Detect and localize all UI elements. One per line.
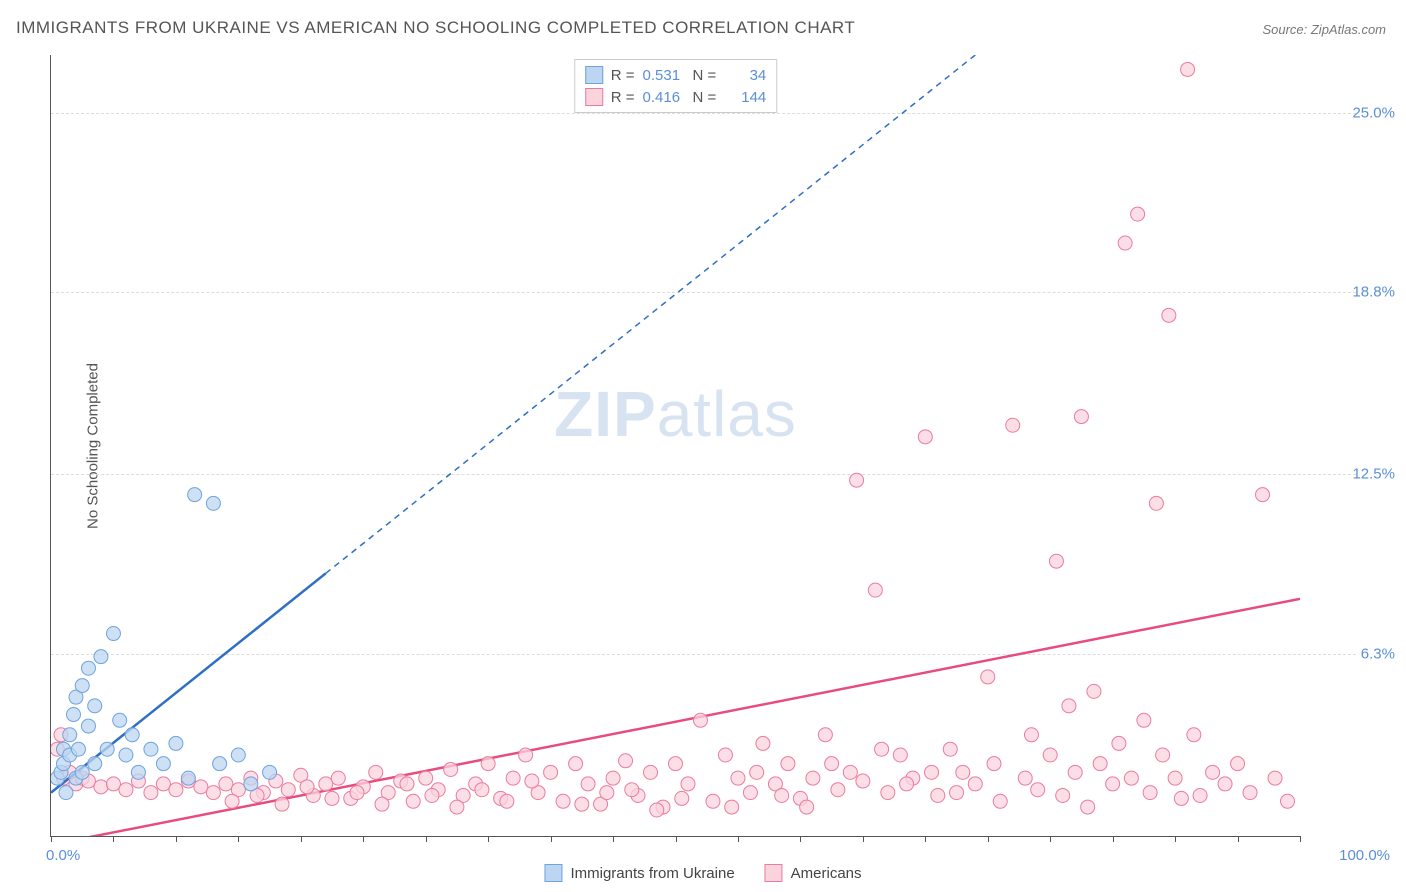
x-tick	[1238, 836, 1239, 842]
x-tick	[925, 836, 926, 842]
y-tick-label: 12.5%	[1352, 466, 1395, 483]
x-tick	[863, 836, 864, 842]
x-max-label: 100.0%	[1339, 847, 1390, 864]
x-tick	[238, 836, 239, 842]
x-tick	[551, 836, 552, 842]
chart-plot-area: ZIPatlas R = 0.531 N = 34 R = 0.416 N = …	[50, 55, 1300, 837]
legend-item-series1: Immigrants from Ukraine	[544, 864, 734, 882]
source-attribution: Source: ZipAtlas.com	[1262, 22, 1386, 37]
swatch-series1	[585, 66, 603, 84]
x-tick	[613, 836, 614, 842]
legend-row-series2: R = 0.416 N = 144	[585, 86, 767, 108]
x-tick	[113, 836, 114, 842]
swatch-series2-bottom	[765, 864, 783, 882]
x-tick	[1050, 836, 1051, 842]
x-tick	[1113, 836, 1114, 842]
y-tick-label: 25.0%	[1352, 104, 1395, 121]
x-tick	[738, 836, 739, 842]
x-tick	[800, 836, 801, 842]
x-tick	[176, 836, 177, 842]
x-tick	[51, 836, 52, 842]
x-tick	[426, 836, 427, 842]
legend-item-series2: Americans	[765, 864, 862, 882]
legend-row-series1: R = 0.531 N = 34	[585, 64, 767, 86]
chart-title: IMMIGRANTS FROM UKRAINE VS AMERICAN NO S…	[16, 18, 855, 38]
correlation-legend: R = 0.531 N = 34 R = 0.416 N = 144	[574, 59, 778, 113]
x-min-label: 0.0%	[46, 847, 80, 864]
x-tick	[1300, 836, 1301, 842]
swatch-series1-bottom	[544, 864, 562, 882]
x-tick	[1175, 836, 1176, 842]
x-tick	[676, 836, 677, 842]
x-tick	[488, 836, 489, 842]
scatter-plot-svg	[51, 55, 1300, 836]
y-tick-label: 6.3%	[1361, 645, 1395, 662]
x-tick	[988, 836, 989, 842]
series-legend: Immigrants from Ukraine Americans	[544, 864, 861, 882]
y-tick-label: 18.8%	[1352, 284, 1395, 301]
x-tick	[301, 836, 302, 842]
swatch-series2	[585, 88, 603, 106]
x-tick	[363, 836, 364, 842]
